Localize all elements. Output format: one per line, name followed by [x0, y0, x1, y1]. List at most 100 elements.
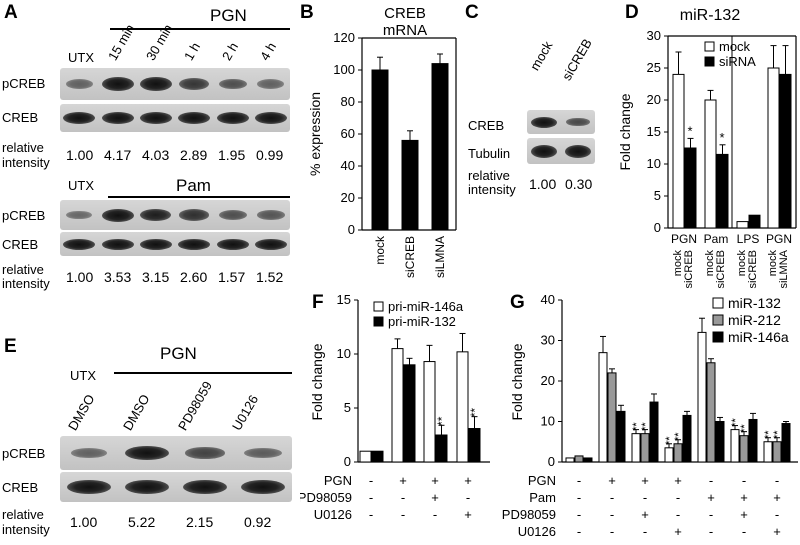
panel-a-creb-label-2: CREB [2, 237, 39, 252]
panel-a-pam-creb-band [139, 238, 172, 250]
panel-g-legend-label: miR-146a [728, 329, 789, 345]
panel-a-utx-label-2: UTX [68, 178, 94, 193]
panel-b-bar [431, 63, 449, 231]
panel-g-treatment-sign: + [773, 490, 781, 505]
panel-g-bar [697, 331, 707, 463]
panel-g-bar [706, 362, 716, 463]
panel-e-pcreb-band [125, 446, 169, 460]
panel-a-pam-creb-blot [60, 232, 290, 256]
panel-d-y-tick-label: 15 [647, 124, 661, 139]
panel-a-timepoint-label: 4 h [257, 39, 280, 63]
panel-e-pcreb-label: pCREB [2, 446, 46, 461]
panel-d-sublabel: mock [767, 250, 779, 277]
panel-a-pgn-intensity-value: 4.03 [142, 147, 170, 163]
panel-c-letter: C [465, 2, 479, 23]
panel-d-sublabel: mock [672, 250, 684, 277]
panel-g-treatment-sign: - [610, 507, 614, 522]
panel-g-treatment-sign: - [775, 473, 779, 488]
panel-a-pgn-creb-band [101, 112, 134, 124]
panel-d-legend-swatch [704, 41, 715, 52]
panel-g-bar [607, 372, 617, 463]
panel-d-annotation: * [719, 130, 724, 145]
panel-g-legend-label: miR-132 [728, 295, 781, 311]
panel-g-treatment-sign: + [707, 490, 715, 505]
panel-f-treatment-sign: + [464, 507, 472, 522]
panel-d-y-tick-label: 20 [647, 92, 661, 107]
panel-d-bar [672, 73, 685, 229]
panel-f-bar [391, 348, 404, 463]
panel-a-intensity-label-2: intensity [2, 276, 50, 291]
panel-e-intensity-value: 5.22 [128, 514, 156, 530]
panel-a-creb-label: CREB [2, 110, 39, 125]
panel-d-y-tick-label: 25 [647, 60, 661, 75]
panel-e-relative-label: relative [2, 507, 44, 522]
panel-d-bar [704, 99, 717, 229]
panel-e-intensity-value: 1.00 [70, 514, 98, 530]
panel-f-bar [456, 351, 469, 463]
panel-g-treatment-sign: + [773, 524, 781, 539]
panel-g-bar [631, 433, 641, 463]
panel-e-creb-band [67, 480, 111, 494]
panel-a-pam-pcreb-band [257, 210, 285, 220]
panel-a-pgn-pcreb-band [257, 79, 285, 89]
panel-a-pgn-creb-band [63, 112, 96, 124]
panel-a-pgn-intensity-value: 1.95 [218, 147, 246, 163]
panel-g-treatment-label: PGN [528, 473, 556, 488]
panel-e-pcreb-band [244, 447, 282, 459]
panel-f-treatment-label: PD98059 [300, 490, 352, 505]
panel-e-pgn-header: PGN [160, 344, 197, 363]
panel-g-treatment-sign: - [709, 507, 713, 522]
panel-d-sublabel: siCREB [683, 250, 695, 289]
panel-d-sublabel: siCREB [715, 250, 727, 289]
panel-g-y-tick-label: 10 [541, 414, 555, 429]
panel-f-bar [423, 361, 436, 463]
panel-g-treatment-label: PD98059 [502, 507, 556, 522]
panel-a-intensity-label: intensity [2, 155, 50, 170]
panel-g-treatment-sign: - [610, 524, 614, 539]
panel-d-bar [779, 73, 792, 229]
panel-g-y-tick-label: 30 [541, 333, 555, 348]
panel-g-y-tick-label: 20 [541, 373, 555, 388]
panel-b-bar [371, 69, 389, 231]
panel-g-legend-swatch [712, 297, 724, 309]
panel-d-bar [767, 67, 780, 229]
panel-f-treatment-sign: - [401, 507, 405, 522]
panel-e-pcreb-band [185, 447, 225, 459]
panel-c-sicreb-label: siCREB [559, 36, 595, 83]
panel-a-pam-intensity-value: 3.15 [142, 269, 170, 285]
panel-f-bar [371, 450, 384, 463]
panel-a-pam-intensity-value: 2.60 [180, 269, 208, 285]
panel-e-intensity-value: 0.92 [244, 514, 272, 530]
panel-e-pcreb-blot [60, 436, 292, 470]
panel-g-annotation: ** [772, 430, 784, 439]
panel-a-pam-pcreb-blot [60, 200, 290, 230]
panel-f-y-tick-label: 5 [344, 400, 351, 415]
panel-a-pgn-pcreb-band [65, 79, 93, 89]
panel-g-treatment-sign: - [742, 524, 746, 539]
panel-g-letter: G [510, 292, 525, 313]
panel-a-pam-line [108, 196, 290, 198]
panel-f-legend-label: pri-miR-132 [388, 314, 456, 329]
panel-b-y-tick-label: 0 [348, 222, 355, 237]
panel-g-bar [616, 410, 626, 463]
panel-f-bar [359, 450, 372, 463]
panel-g-annotation: ** [739, 424, 751, 433]
panel-f-bar [403, 364, 416, 463]
panel-e-pd98059-label: PD98059 [175, 378, 216, 433]
panel-e-creb-band [125, 480, 169, 494]
panel-g-bar [664, 447, 674, 463]
panel-b-y-tick-label: 120 [333, 30, 355, 45]
panel-a-pam-pcreb-band [65, 210, 93, 220]
panel-g-bar [772, 441, 782, 463]
panel-a-pam-intensity-value: 1.57 [218, 269, 246, 285]
panel-a-pgn-creb-band [139, 112, 172, 124]
panel-f-treatment-sign: - [369, 507, 373, 522]
panel-a-pam-intensity-value: 1.52 [256, 269, 284, 285]
panel-g-chart: 0 10 20 30 40 Fold change miR-132miR-212miR-14… [502, 292, 798, 539]
panel-b-y-tick-label: 40 [341, 158, 355, 173]
panel-e-dmso-label-2: DMSO [120, 391, 153, 433]
panel-g-treatment-sign: + [641, 473, 649, 488]
panel-a-timepoint-label: 2 h [219, 39, 242, 63]
panel-a-pam-header: Pam [176, 176, 211, 195]
